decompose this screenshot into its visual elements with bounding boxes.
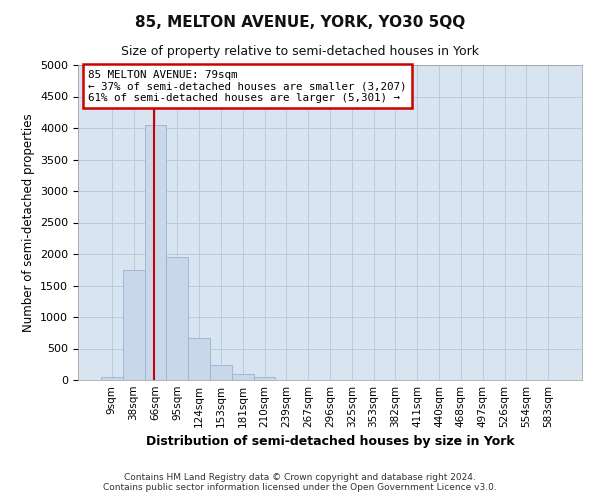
Text: 85 MELTON AVENUE: 79sqm
← 37% of semi-detached houses are smaller (3,207)
61% of: 85 MELTON AVENUE: 79sqm ← 37% of semi-de… xyxy=(88,70,407,103)
Text: Size of property relative to semi-detached houses in York: Size of property relative to semi-detach… xyxy=(121,45,479,58)
Bar xyxy=(145,125,166,380)
Bar xyxy=(254,377,275,380)
Bar xyxy=(188,338,210,380)
Bar xyxy=(101,377,123,380)
Bar xyxy=(166,257,188,380)
Text: Contains HM Land Registry data © Crown copyright and database right 2024.
Contai: Contains HM Land Registry data © Crown c… xyxy=(103,473,497,492)
Bar xyxy=(232,374,254,380)
Text: 85, MELTON AVENUE, YORK, YO30 5QQ: 85, MELTON AVENUE, YORK, YO30 5QQ xyxy=(135,15,465,30)
Y-axis label: Number of semi-detached properties: Number of semi-detached properties xyxy=(22,113,35,332)
Bar xyxy=(123,270,145,380)
Bar xyxy=(210,365,232,380)
X-axis label: Distribution of semi-detached houses by size in York: Distribution of semi-detached houses by … xyxy=(146,436,514,448)
